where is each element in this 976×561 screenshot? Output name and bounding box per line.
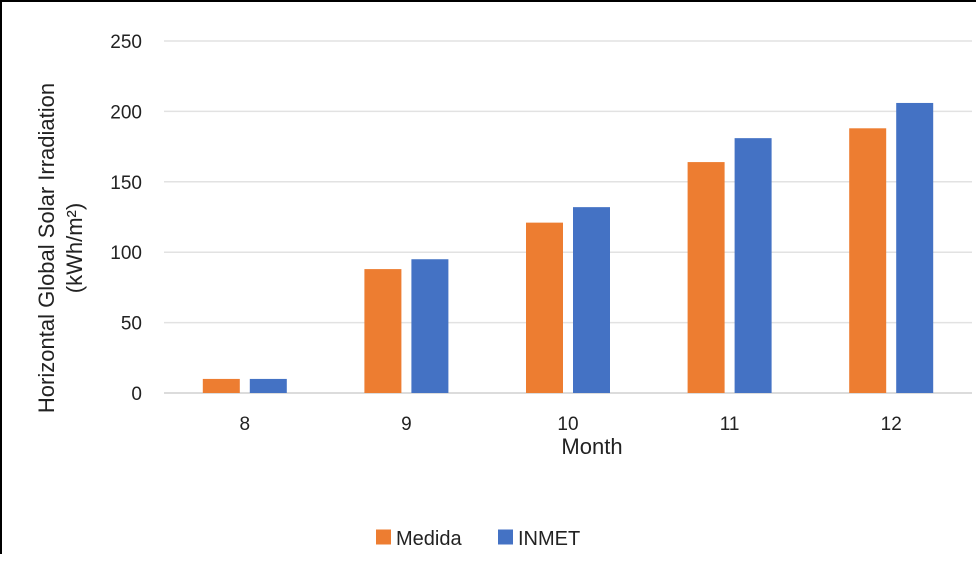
x-tick-label: 11 <box>720 414 740 435</box>
y-tick-labels: 0 50 100 150 200 250 <box>110 32 142 405</box>
legend-label-inmet: INMET <box>518 528 580 550</box>
legend-label-medida: Medida <box>396 528 462 550</box>
legend: Medida INMET <box>376 528 580 550</box>
bar-inmet-10 <box>573 207 610 393</box>
legend-swatch-inmet <box>498 529 513 545</box>
bar-medida-12 <box>849 128 887 393</box>
bar-inmet-12 <box>896 102 934 394</box>
x-tick-labels: 8 9 10 11 12 <box>240 414 902 435</box>
y-tick-label: 150 <box>110 173 142 194</box>
y-tick-label: 100 <box>110 243 142 264</box>
bar-medida-11 <box>687 162 725 393</box>
x-tick-label: 12 <box>881 414 902 435</box>
bar-medida-9 <box>364 269 402 393</box>
x-tick-label: 9 <box>401 414 412 435</box>
y-axis-title-line-2: (kWh/m²) <box>62 203 87 293</box>
y-axis-title-line-1: Horizontal Global Solar Irradiation <box>34 83 59 413</box>
x-tick-label: 10 <box>557 414 578 435</box>
y-tick-label: 250 <box>110 32 142 53</box>
x-axis-title: Month <box>561 434 622 459</box>
bar-inmet-11 <box>734 138 772 393</box>
y-tick-label: 50 <box>121 314 142 335</box>
gridlines <box>164 40 972 394</box>
x-tick-label: 8 <box>240 414 251 435</box>
bar-medida-8 <box>202 378 240 393</box>
y-axis-title: Horizontal Global Solar Irradiation (kWh… <box>34 83 87 413</box>
y-tick-label: 200 <box>110 102 142 123</box>
bar-inmet-8 <box>249 378 287 393</box>
bar-medida-10 <box>526 222 563 393</box>
bars <box>202 102 934 394</box>
legend-swatch-medida <box>376 529 391 545</box>
y-tick-label: 0 <box>131 384 142 405</box>
bar-inmet-9 <box>411 259 449 393</box>
